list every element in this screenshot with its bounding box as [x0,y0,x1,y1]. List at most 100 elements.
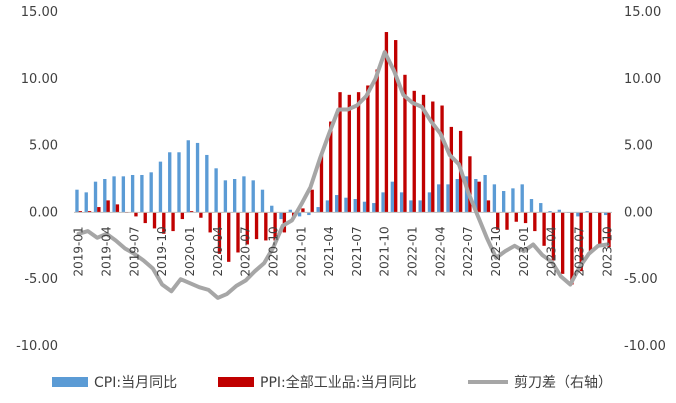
ppi-bar [338,92,342,213]
ppi-bar [236,212,240,253]
ppi-bar [542,212,546,246]
ppi-bar [468,156,472,213]
ppi-bar [319,153,324,213]
x-tick-label: 2023-07 [573,226,587,276]
ppi-bar [180,212,185,220]
chart-canvas: 15.00 10.00 5.00 0.00 -5.00 -10.00 15.00 10.00… [16,5,666,354]
y2-tick-label: -10.00 [624,339,666,354]
x-tick-label: 2022-10 [489,226,503,276]
cpi-bar [270,205,274,213]
cpi-bar [307,212,311,216]
ppi-bar [449,126,454,213]
ppi-bar [87,211,92,213]
ppi-bar [598,212,602,246]
ppi-bar [115,204,120,213]
ppi-bar [329,121,333,213]
y-tick-label: 0.00 [29,205,58,220]
ppi-bar [440,105,444,213]
legend-swatch-cpi [52,377,88,387]
ppi-bar [496,212,500,230]
cpi-bar [186,140,190,213]
cpi-bar [335,195,339,213]
ppi-bar [477,181,481,213]
cpi-bar [325,200,330,213]
cpi-bar [103,179,107,213]
cpi-bar [446,184,450,213]
ppi-bar [356,92,361,213]
x-tick-label: 2023-01 [517,226,531,276]
ppi-bar [143,212,147,224]
cpi-bar [483,174,487,213]
legend-label-cpi: CPI:当月同比 [94,375,178,391]
legend-item-cpi: CPI:当月同比 [52,372,177,392]
x-tick-label: 2020-10 [266,226,280,276]
y-tick-label: -10.00 [16,339,58,354]
x-tick-label: 2021-01 [294,226,308,276]
cpi-bar [75,189,79,213]
ppi-bar [254,212,259,240]
cpi-bar [288,209,292,213]
cpi-bar [520,184,524,213]
cpi-bar [409,200,413,213]
cpi-bar [474,179,478,213]
x-tick-label: 2022-07 [461,226,475,276]
legend: CPI:当月同比 PPI:全部工业品:当月同比 剪刀差（右轴） [0,372,676,396]
cpi-bar [168,152,172,213]
cpi-bar [529,199,534,213]
x-tick-label: 2021-04 [322,226,336,276]
cpi-bar [158,161,163,213]
y-tick-label: 5.00 [29,139,58,154]
cpi-bar [390,181,395,213]
y-tick-label: 15.00 [21,5,58,20]
ppi-bar [523,212,528,224]
ppi-bar [588,212,593,253]
y2-tick-label: 15.00 [624,5,661,20]
ppi-bar [431,101,435,213]
x-tick-label: 2019-10 [155,226,169,276]
cpi-bar [604,212,608,216]
cpi-bar [195,142,200,213]
legend-item-spread: 剪刀差（右轴） [468,372,612,392]
ppi-bar [273,212,277,241]
cpi-bar [205,154,209,213]
x-tick-label: 2023-04 [545,226,559,276]
cpi-bar [427,192,432,213]
cpi-bar [149,172,153,213]
cpi-bar [130,174,135,213]
x-tick-label: 2020-07 [239,226,253,276]
cpi-bar [437,184,441,213]
cpi-bar [214,168,218,213]
legend-item-ppi: PPI:全部工业品:当月同比 [218,372,416,392]
ppi-bar [171,212,175,232]
ppi-bar [217,212,222,254]
spread-line [76,50,610,300]
ppi-bar [227,212,231,262]
x-tick-label: 2023-10 [600,226,614,276]
ppi-bar [570,212,574,285]
legend-swatch-ppi [218,377,254,387]
bar-series [75,32,611,285]
legend-swatch-spread [468,380,508,384]
ppi-bar [162,212,166,234]
cpi-bar [84,192,88,213]
ppi-bar [134,212,138,217]
left-y-axis: 15.00 10.00 5.00 0.00 -5.00 -10.00 [16,5,58,354]
ppi-bar [97,207,101,213]
cpi-bar [344,197,348,213]
cpi-bar [297,212,302,217]
ppi-bar [310,189,314,213]
ppi-bar [282,212,287,233]
ppi-bar [403,74,407,213]
cpi-bar [576,212,580,217]
ppi-bar [514,212,518,222]
cpi-bar [242,176,246,213]
x-tick-label: 2019-01 [72,226,86,276]
cpi-bar [372,203,376,213]
cpi-bar [316,207,320,213]
x-tick-label: 2021-10 [378,226,392,276]
cpi-bar [511,188,515,213]
cpi-bar [557,209,561,213]
ppi-bar [106,200,110,213]
cpi-bar [177,152,181,213]
cpi-bar [140,174,144,213]
